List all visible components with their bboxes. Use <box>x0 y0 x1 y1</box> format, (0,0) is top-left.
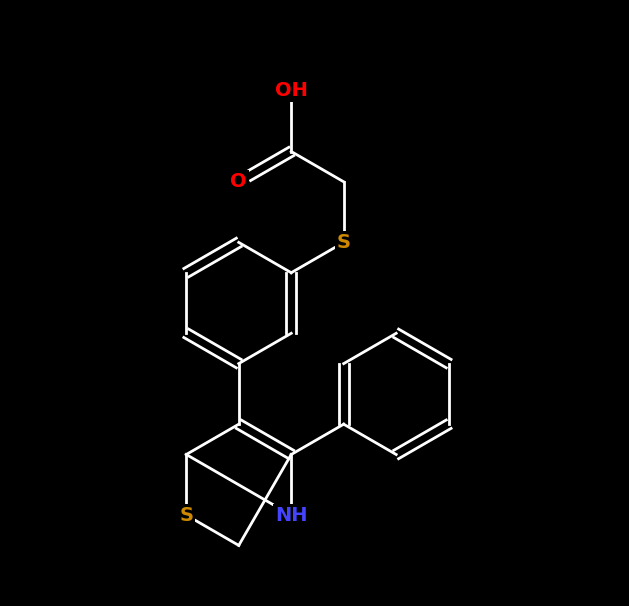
Text: S: S <box>179 505 193 525</box>
Text: O: O <box>230 172 247 191</box>
Text: S: S <box>337 233 351 252</box>
Text: NH: NH <box>275 505 308 525</box>
Text: OH: OH <box>275 81 308 101</box>
